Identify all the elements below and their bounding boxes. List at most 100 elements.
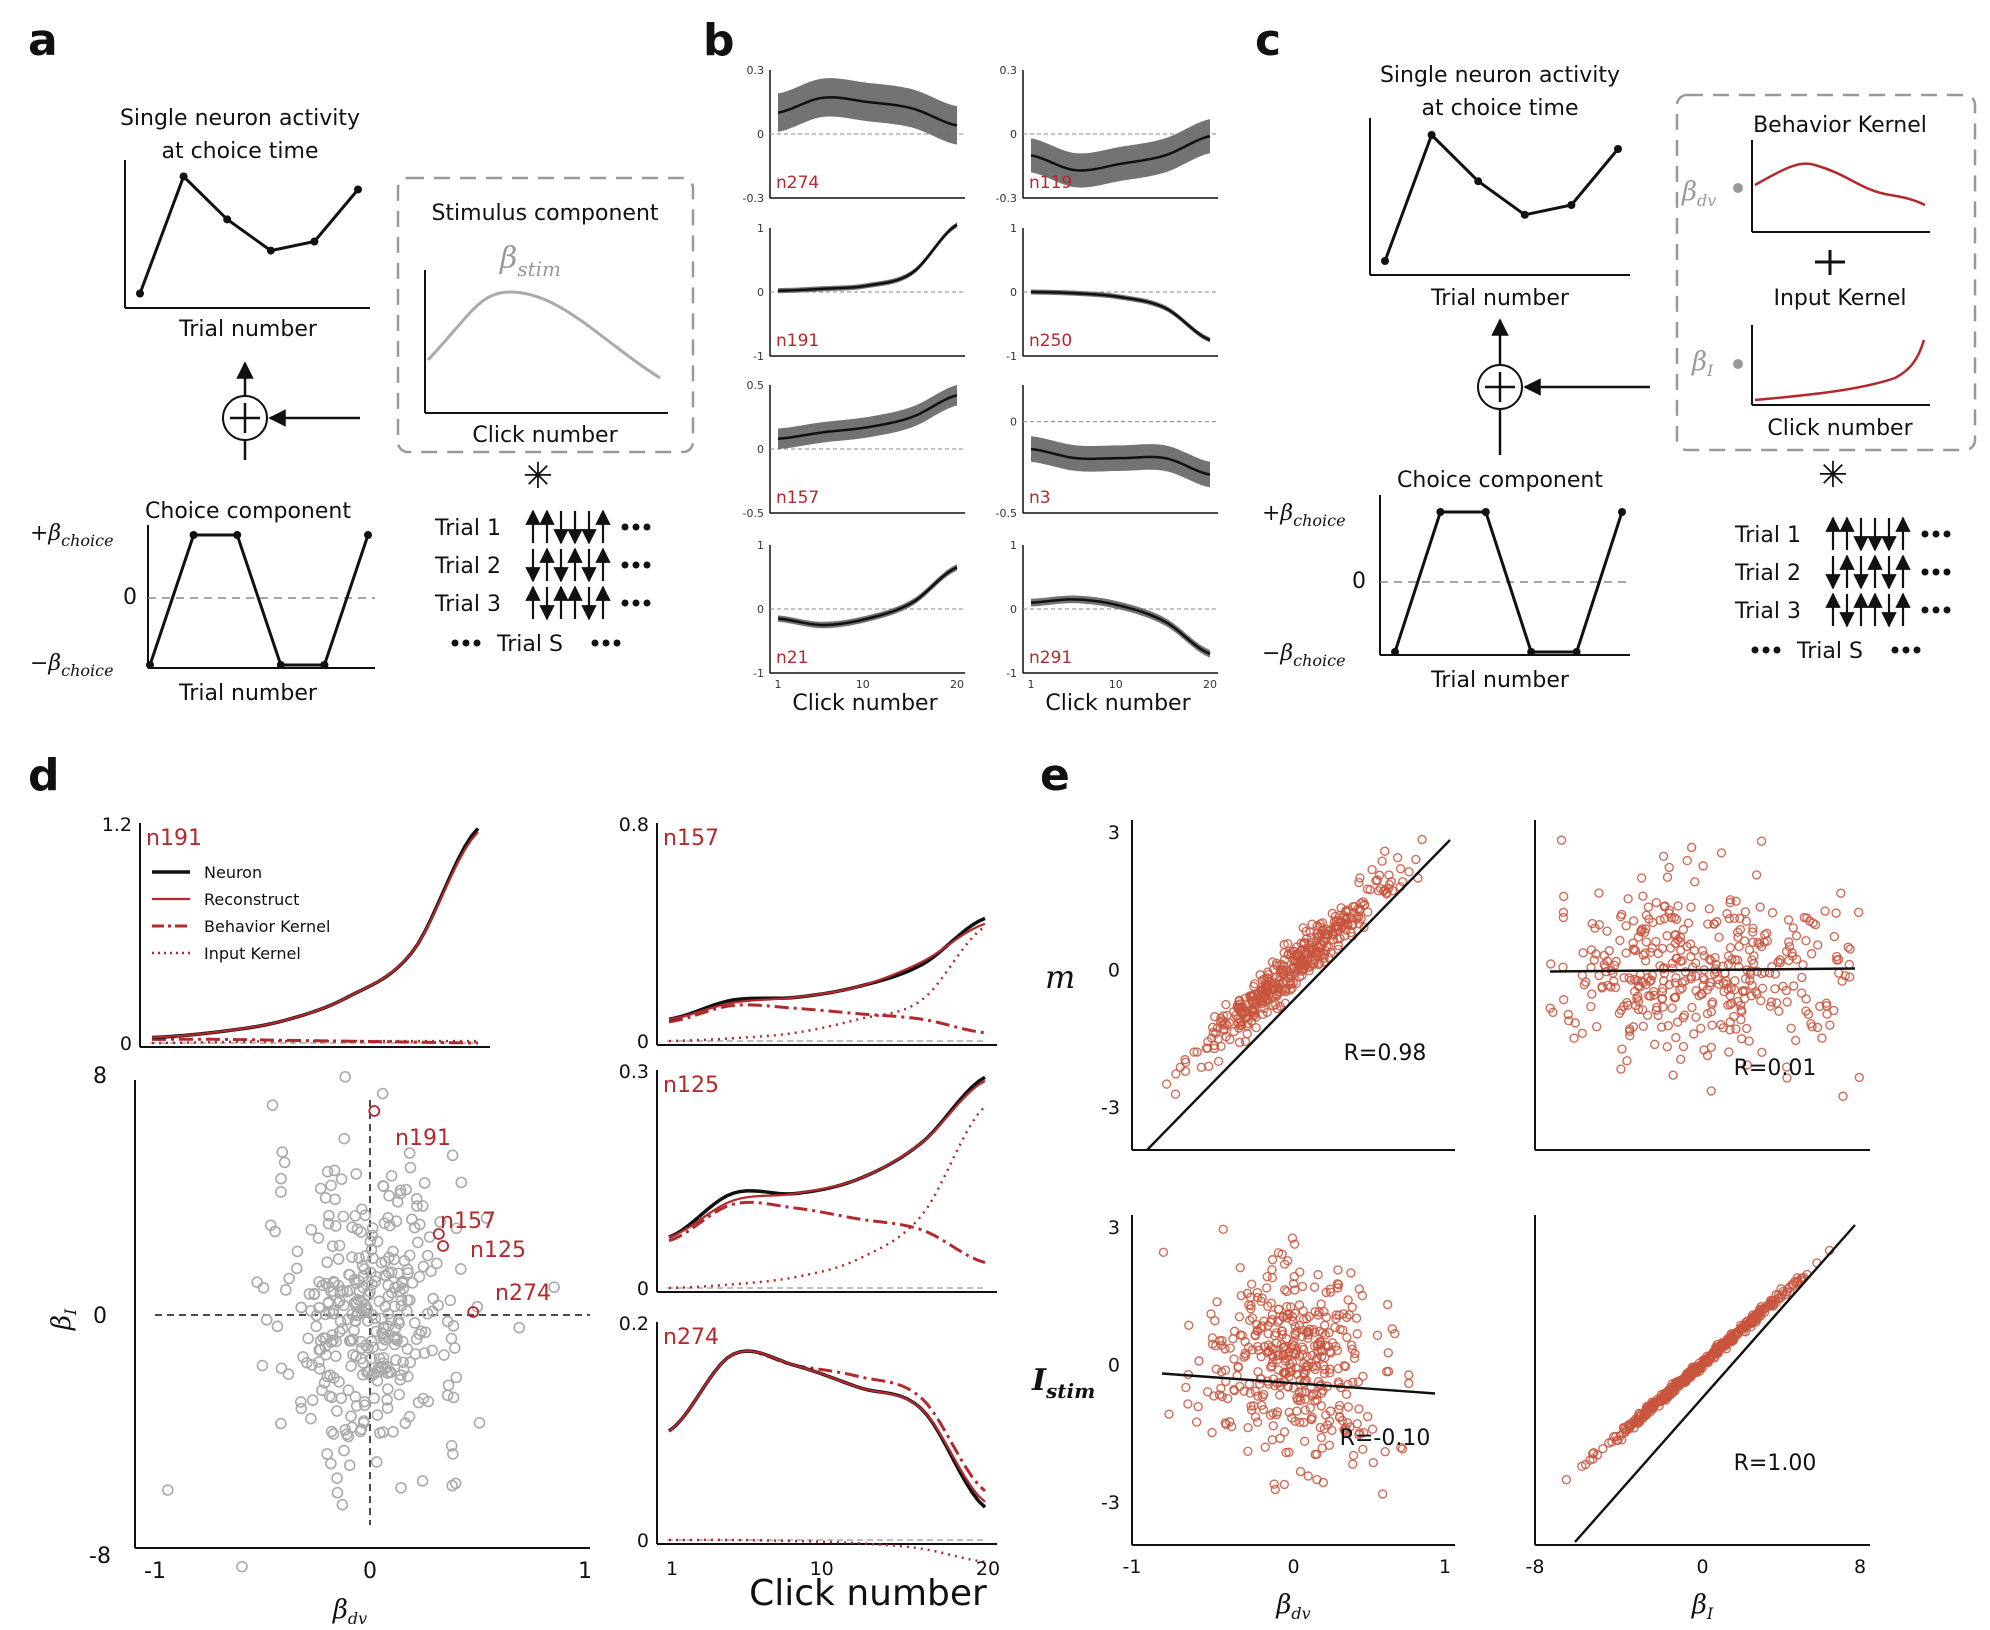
data-point xyxy=(1665,943,1676,953)
mean-line xyxy=(777,394,958,441)
ellipsis-dot xyxy=(632,561,640,569)
fit-line xyxy=(1146,839,1451,1151)
neuron-point xyxy=(291,1245,304,1258)
data-point xyxy=(1245,1292,1256,1302)
neuron-point xyxy=(418,1347,431,1359)
data-point xyxy=(1213,1056,1224,1067)
neuron-point xyxy=(480,1212,493,1224)
panel-d: d 1.2 0 n191 Neuron Reconstruct Behavior Ker… xyxy=(28,750,1000,1628)
data-point xyxy=(1618,508,1626,516)
neuron-point xyxy=(448,1342,461,1354)
data-point xyxy=(1346,927,1356,938)
data-point xyxy=(1836,888,1846,898)
data-point xyxy=(1270,999,1281,1010)
data-point xyxy=(1706,1007,1717,1017)
data-point xyxy=(1343,1402,1354,1412)
data-point xyxy=(1756,995,1766,1006)
data-point xyxy=(1813,940,1823,950)
x-tick-label: 20 xyxy=(976,1558,1000,1580)
data-point xyxy=(1280,1285,1290,1295)
data-point xyxy=(1655,915,1665,925)
neuron-point xyxy=(306,1394,319,1406)
data-point xyxy=(1238,1008,1248,1019)
data-point xyxy=(1757,1305,1768,1316)
data-point xyxy=(1716,1019,1726,1030)
data-point xyxy=(1354,1404,1364,1414)
c-activity-points xyxy=(1381,131,1622,265)
neuron-point xyxy=(447,1448,459,1460)
panel-letter-d: d xyxy=(28,750,60,801)
neuron-point xyxy=(406,1277,419,1289)
data-point xyxy=(1337,1415,1347,1426)
data-point xyxy=(1284,1309,1294,1319)
data-point xyxy=(1247,1005,1258,1015)
panel-letter-e: e xyxy=(1040,750,1070,801)
data-point xyxy=(1232,1000,1243,1010)
data-point xyxy=(1657,943,1668,954)
reconstruct-line xyxy=(668,922,986,1021)
data-point xyxy=(1671,914,1682,925)
data-point xyxy=(1196,1062,1207,1073)
neuron-point xyxy=(373,1295,386,1308)
neuron-point xyxy=(331,1472,343,1485)
neuron-point xyxy=(371,1235,384,1248)
neuron-point xyxy=(390,1354,402,1366)
y-tick-label: 0 xyxy=(1108,960,1120,982)
convolution-symbol: ✳ xyxy=(523,456,553,497)
neuron-point xyxy=(394,1373,407,1386)
data-point xyxy=(1354,877,1364,888)
data-point xyxy=(1676,937,1686,947)
neuron-point xyxy=(325,1425,338,1438)
data-point xyxy=(1207,1022,1218,1033)
neuron-point xyxy=(275,1186,287,1198)
data-point xyxy=(1277,1249,1287,1259)
reconstruct-line xyxy=(668,1079,986,1239)
data-point xyxy=(1353,912,1364,922)
data-point xyxy=(354,185,362,194)
neuron-point xyxy=(330,1350,342,1362)
data-point xyxy=(1658,1394,1669,1404)
data-point xyxy=(1297,944,1307,955)
data-point xyxy=(1341,1389,1352,1399)
data-point xyxy=(1271,1338,1282,1348)
panel-letter-c: c xyxy=(1255,15,1281,66)
data-point xyxy=(1295,1417,1305,1427)
ellipsis-dot xyxy=(1932,606,1940,614)
neuron-point xyxy=(313,1356,325,1368)
data-point xyxy=(1679,1010,1690,1020)
y-tick-label: -0.3 xyxy=(996,192,1017,205)
xlabel-beta: β xyxy=(332,1595,348,1625)
neuron-point xyxy=(408,1317,421,1329)
y-tick-label: -0.5 xyxy=(996,507,1017,520)
data-point xyxy=(1358,1444,1368,1455)
data-point xyxy=(310,237,319,246)
neuron-point xyxy=(358,1263,371,1275)
data-point xyxy=(1723,959,1733,970)
neuron-point xyxy=(446,1149,459,1162)
mean-line xyxy=(1030,134,1211,172)
data-point xyxy=(1643,973,1653,983)
data-point xyxy=(1316,1299,1326,1309)
data-point xyxy=(1641,910,1652,921)
data-point xyxy=(1260,983,1271,993)
activity-title-2: at choice time xyxy=(161,139,318,164)
data-point xyxy=(1278,966,1288,977)
neuron-point xyxy=(358,1395,371,1408)
data-point xyxy=(1246,1279,1257,1289)
neuron-id: n125 xyxy=(663,1073,719,1098)
data-point xyxy=(1853,907,1864,918)
data-point xyxy=(1546,959,1556,969)
c-activity-line xyxy=(1383,132,1620,262)
data-point xyxy=(1587,989,1597,999)
data-point xyxy=(1724,913,1735,924)
data-point xyxy=(1765,1001,1776,1011)
xlabel-sub: dv xyxy=(348,1609,367,1628)
neuron-point xyxy=(412,1396,425,1409)
data-point xyxy=(1740,907,1751,917)
data-point xyxy=(1658,851,1669,861)
data-point xyxy=(1268,964,1279,975)
data-point xyxy=(1709,919,1719,929)
input-kernel-title: Input Kernel xyxy=(1773,286,1906,311)
data-point xyxy=(1351,1313,1362,1323)
